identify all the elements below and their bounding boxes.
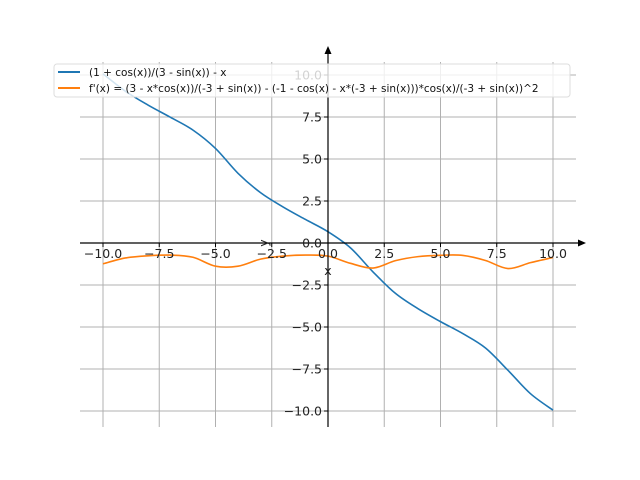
x-tick-label: −10.0 bbox=[84, 246, 122, 261]
x-tick-label: 0.0 bbox=[318, 246, 338, 261]
y-axis-label: y bbox=[256, 239, 271, 247]
x-tick-label: −5.0 bbox=[200, 246, 230, 261]
x-tick-label: −7.5 bbox=[144, 246, 174, 261]
legend: (1 + cos(x))/(3 - sin(x)) - x f'(x) = (3… bbox=[53, 63, 571, 98]
x-tick-label: 2.5 bbox=[374, 246, 394, 261]
x-tick-label: 5.0 bbox=[431, 246, 451, 261]
y-tick-label: −5.0 bbox=[292, 320, 322, 335]
tick-labels: −10.0−7.5−5.0−2.50.02.55.07.510.010.07.5… bbox=[84, 68, 567, 419]
y-axis-arrow-icon bbox=[324, 46, 332, 54]
y-tick-label: 5.0 bbox=[302, 152, 322, 167]
legend-label-1: f'(x) = (3 - x*cos(x))/(-3 + sin(x)) - (… bbox=[89, 83, 539, 95]
legend-box bbox=[53, 63, 571, 98]
x-tick-label: 10.0 bbox=[539, 246, 567, 261]
y-tick-label: 2.5 bbox=[302, 194, 322, 209]
x-axis-arrow-icon bbox=[578, 239, 586, 247]
y-tick-label: −10.0 bbox=[284, 404, 322, 419]
axes bbox=[80, 46, 586, 427]
x-tick-label: −2.5 bbox=[257, 246, 287, 261]
y-tick-label: 0.0 bbox=[302, 236, 322, 251]
legend-label-0: (1 + cos(x))/(3 - sin(x)) - x bbox=[89, 67, 226, 79]
x-axis-label: x bbox=[324, 263, 331, 278]
x-tick-label: 7.5 bbox=[487, 246, 507, 261]
y-tick-label: −2.5 bbox=[292, 278, 322, 293]
y-tick-label: −7.5 bbox=[292, 362, 322, 377]
y-tick-label: 7.5 bbox=[302, 110, 322, 125]
